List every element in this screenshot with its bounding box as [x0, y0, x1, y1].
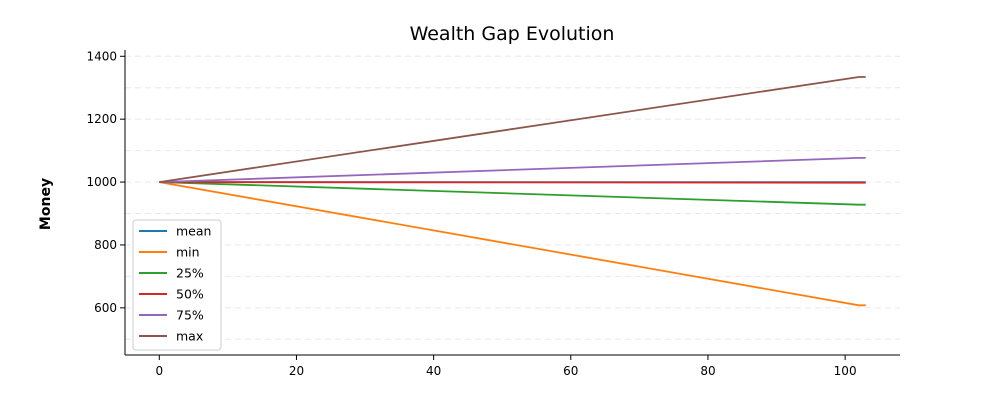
legend-label: 25% [176, 266, 204, 281]
series-line-50pct [159, 181, 866, 184]
x-tick-label: 20 [289, 364, 304, 378]
legend-label: max [176, 329, 203, 344]
y-tick-label: 600 [94, 301, 117, 315]
y-tick-label: 1000 [86, 175, 117, 189]
y-tick-label: 1400 [86, 49, 117, 63]
x-tick-label: 60 [563, 364, 578, 378]
y-axis-label: Money [38, 178, 54, 230]
legend-label: 50% [176, 287, 204, 302]
series-line-75pct [159, 156, 866, 183]
axes: 600 800 1000 1200 1400 0 20 40 60 80 100 [86, 49, 900, 378]
chart-title: Wealth Gap Evolution [410, 23, 615, 45]
x-tick-label: 40 [426, 364, 441, 378]
y-tick-label: 800 [94, 238, 117, 252]
legend-label: 75% [176, 308, 204, 323]
x-tick-label: 0 [155, 364, 163, 378]
series-line-max [159, 76, 866, 183]
series-line-25pct [159, 181, 866, 206]
series-lines [159, 76, 866, 307]
x-tick-label: 100 [834, 364, 857, 378]
legend: mean min 25% 50% 75% max [132, 219, 222, 351]
legend-label: mean [176, 224, 211, 239]
grid-lines [125, 55, 900, 340]
y-tick-label: 1200 [86, 112, 117, 126]
x-tick-label: 80 [700, 364, 715, 378]
series-line-min [159, 181, 866, 307]
legend-label: min [176, 245, 200, 260]
